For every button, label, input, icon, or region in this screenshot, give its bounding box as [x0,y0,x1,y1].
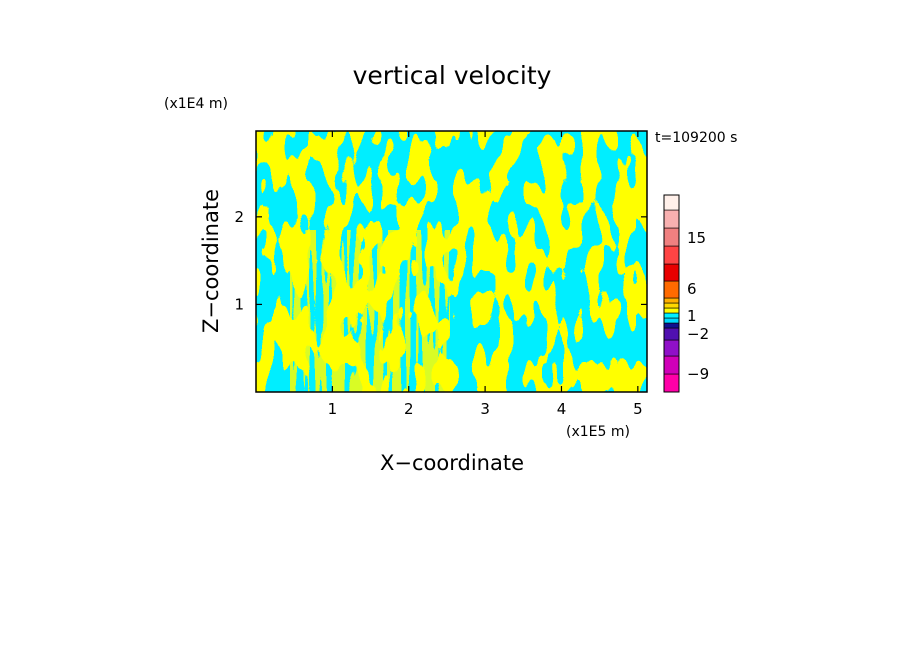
y-axis-ticks: 12 [234,208,647,313]
colorbar-level [663,322,680,329]
plot-frame [255,130,648,393]
colorbar-level [663,327,680,341]
colorbar-tick-label: −9 [687,365,709,383]
colorbar-level [663,263,680,282]
colorbar-ticks: −9 −21 6 15 [687,229,709,383]
colorbar-level [663,373,680,393]
time-label: t=109200 s [655,130,737,146]
x-axis-label: X−coordinate [380,451,524,475]
x-axis-ticks: 1 2 3 4 5 [328,131,643,418]
colorbar-tick-label: 1 [687,307,697,325]
y-tick-label: 2 [234,208,244,226]
colorbar-level [663,280,680,299]
colorbar-frame [663,194,680,393]
x-tick-label: 5 [633,400,643,418]
y-scale-label: (x1E4 m) [164,96,228,112]
chart-title: vertical velocity [353,61,552,90]
colorbar-tick-label: 15 [687,229,706,247]
contour-field [256,131,647,392]
y-axis-label: Z−coordinate [199,189,223,333]
colorbar-level [663,317,680,324]
colorbar-level [663,302,680,309]
x-tick-label: 3 [480,400,490,418]
colorbar-tick-label: 6 [687,280,697,298]
colorbar [663,194,680,393]
colorbar-level [663,312,680,319]
x-tick-label: 4 [557,400,567,418]
colorbar-level [663,355,680,375]
x-tick-label: 1 [328,400,338,418]
colorbar-level [663,245,680,265]
y-tick-label: 1 [234,295,244,313]
colorbar-tick-label: −2 [687,325,709,343]
colorbar-level [663,227,680,247]
colorbar-level [663,297,680,304]
colorbar-level [663,194,680,211]
x-scale-label: (x1E5 m) [566,424,630,440]
colorbar-level [663,209,680,229]
colorbar-level [663,339,680,357]
x-tick-label: 2 [404,400,414,418]
colorbar-level [663,307,680,314]
positive-stripes [290,230,450,392]
